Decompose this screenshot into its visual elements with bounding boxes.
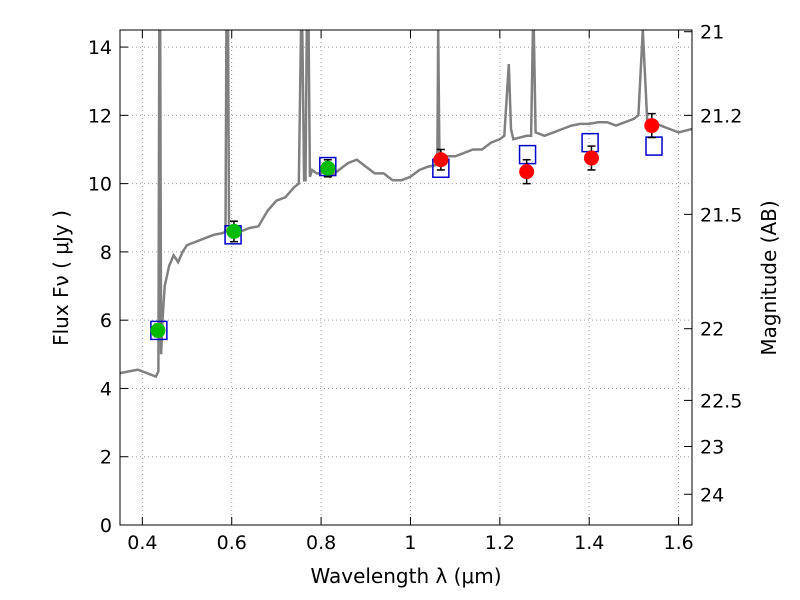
x-tick-label: 0.6	[217, 532, 247, 554]
right-tick-label: 21	[700, 22, 724, 44]
model-spectrum-layer	[120, 30, 692, 379]
y-axis-title: Flux Fν ( μJy )	[49, 210, 73, 346]
right-tick-label: 22.5	[700, 390, 742, 412]
x-tick-label: 0.4	[127, 532, 157, 554]
x-tick-label: 1.2	[485, 532, 515, 554]
y-tick-label: 6	[100, 310, 112, 332]
y-tick-label: 4	[100, 378, 112, 400]
tick-labels: 0.4 0.6 0.8 1 1.2 1.4 1.6024681012142121.221.5…	[88, 22, 743, 554]
right-tick-label: 21.5	[700, 204, 742, 226]
red-data-point	[583, 150, 599, 166]
right-tick-label: 23	[700, 436, 724, 458]
x-tick-label: 0.8	[306, 532, 336, 554]
y-tick-label: 2	[100, 447, 112, 469]
grid-lines	[120, 30, 692, 526]
x-tick-label: 1.6	[663, 532, 693, 554]
green-data-point	[320, 160, 336, 176]
right-tick-label: 21.2	[700, 105, 742, 127]
plot-frame	[119, 29, 693, 526]
y-tick-label: 8	[100, 242, 112, 264]
x-tick-label: 1	[404, 532, 416, 554]
right-axis-title: Magnitude (AB)	[757, 200, 781, 355]
x-axis-title: Wavelength λ (μm)	[310, 564, 501, 588]
y-tick-label: 0	[100, 515, 112, 537]
model-box-marker	[645, 136, 663, 156]
photometry-points-layer	[150, 118, 660, 338]
green-data-point	[226, 223, 242, 239]
right-tick-label: 24	[700, 484, 724, 506]
green-data-point	[150, 322, 166, 338]
model-box-marker	[518, 144, 537, 165]
right-tick-label: 22	[700, 319, 724, 341]
red-data-point	[644, 118, 660, 134]
red-data-point	[433, 152, 449, 168]
y-tick-label: 10	[88, 174, 112, 196]
y-tick-label: 12	[88, 105, 112, 127]
y-tick-label: 14	[88, 37, 112, 59]
axis-ticks	[120, 30, 692, 526]
model-spectrum-line	[120, 30, 692, 379]
model-box-marker	[581, 132, 599, 153]
x-tick-label: 1.4	[574, 532, 604, 554]
red-data-point	[519, 164, 535, 180]
